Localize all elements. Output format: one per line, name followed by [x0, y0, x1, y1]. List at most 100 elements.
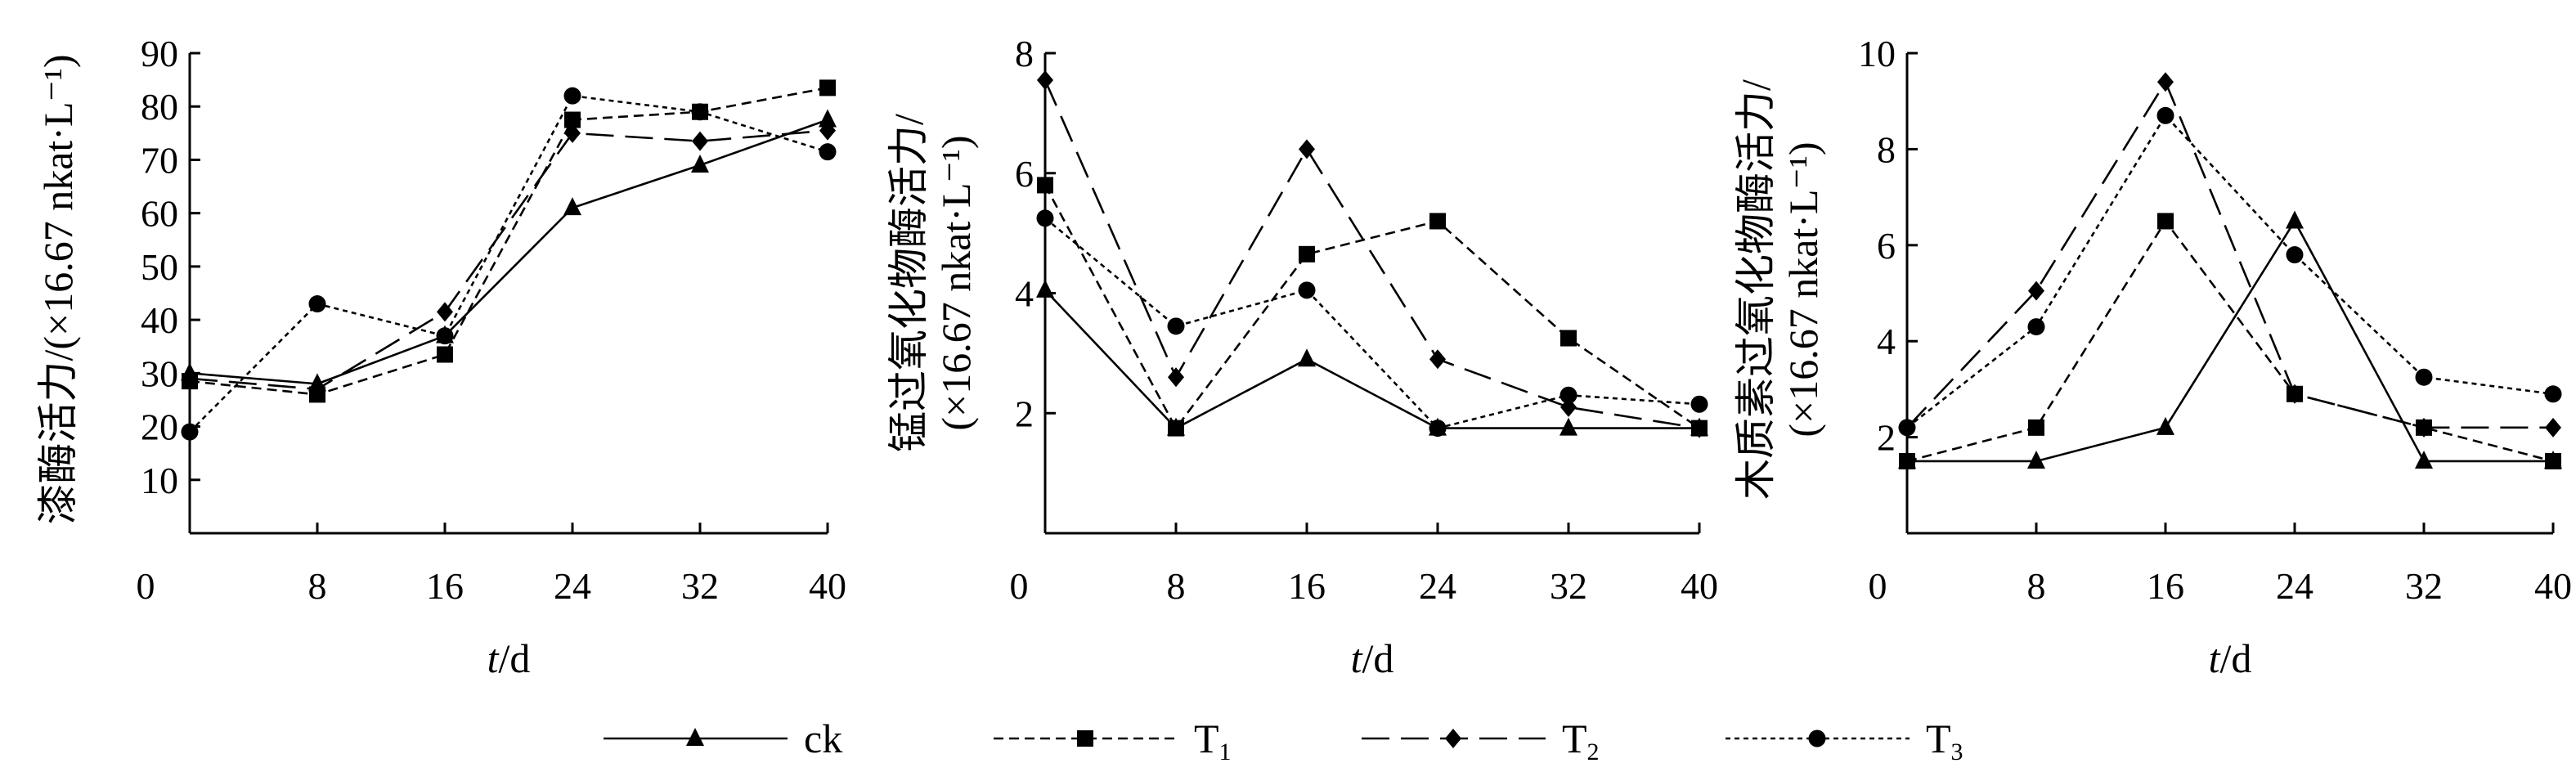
- data-point-T3: [436, 327, 454, 345]
- y-axis-label: (×16.67 nkat·L⁻¹): [933, 135, 979, 430]
- data-point-T3: [2027, 318, 2045, 336]
- data-point-T1: [2028, 419, 2044, 436]
- data-point-T2: [819, 120, 836, 141]
- legend-label-sub: 1: [1219, 738, 1232, 765]
- data-point-T2: [1429, 349, 1446, 370]
- legend-label-T1: T1: [1194, 716, 1232, 765]
- data-point-T1: [437, 346, 453, 363]
- data-point-T1: [1168, 420, 1184, 437]
- data-point-T3: [2415, 368, 2433, 386]
- data-point-T1: [564, 111, 581, 128]
- legend-marker-ck: [686, 728, 704, 746]
- series-T2: [1899, 72, 2561, 438]
- y-tick-label: 60: [141, 193, 178, 235]
- data-point-T3: [1036, 209, 1054, 227]
- y-tick-label: 8: [1015, 33, 1034, 74]
- y-tick-label: 80: [141, 86, 178, 128]
- data-point-T1: [1899, 452, 1915, 469]
- series-line-ck: [189, 119, 828, 385]
- data-point-T1: [1299, 245, 1315, 263]
- data-point-T2: [692, 131, 708, 151]
- legend-marker-T2: [1445, 729, 1461, 748]
- x-tick-label: 40: [2534, 565, 2572, 607]
- data-point-T3: [1298, 281, 1316, 299]
- x-tick-label: 24: [1419, 565, 1456, 607]
- data-point-T2: [437, 302, 453, 322]
- data-point-ck: [2415, 450, 2433, 469]
- y-tick-label: 10: [1858, 33, 1896, 74]
- y-axis-label: 锰过氧化物酶活力/: [886, 114, 931, 452]
- data-point-T2: [1691, 418, 1708, 438]
- data-point-T2: [2028, 281, 2044, 301]
- y-tick-label: 50: [141, 246, 178, 288]
- data-point-T2: [564, 123, 581, 143]
- legend-label-main: T: [1562, 716, 1587, 761]
- x-tick-label: 32: [1550, 565, 1587, 607]
- data-point-T1: [1560, 330, 1577, 347]
- x-axis-label-var: t: [2209, 635, 2221, 681]
- series-line-T2: [189, 129, 828, 391]
- series-line-T2: [1906, 79, 2553, 429]
- y-axis-label: 漆酶活力/(×16.67 nkat·L⁻¹): [35, 54, 81, 524]
- y-tick-label: 6: [1877, 225, 1896, 267]
- origin-label: 0: [1010, 565, 1029, 607]
- data-point-T3: [563, 87, 581, 105]
- data-point-T2: [1037, 70, 1053, 91]
- x-tick-label: 8: [308, 565, 327, 607]
- data-point-ck: [1298, 348, 1316, 367]
- legend-label-T3: T3: [1926, 716, 1963, 765]
- legend-item-ck: ck: [604, 716, 842, 761]
- data-point-T3: [2544, 385, 2562, 403]
- x-axis-label: t/d: [2209, 635, 2252, 681]
- series-T3: [1036, 209, 1708, 438]
- legend-marker-T1: [1077, 730, 1093, 747]
- data-point-ck: [2027, 450, 2045, 469]
- series-T3: [1898, 106, 2562, 437]
- data-point-T1: [1429, 213, 1446, 230]
- legend-label-ck: ck: [804, 716, 842, 761]
- data-point-T2: [1168, 367, 1184, 388]
- y-tick-label: 4: [1015, 273, 1034, 315]
- x-axis-label-unit: /d: [2220, 635, 2252, 681]
- legend-label-sub: 3: [1951, 738, 1963, 765]
- data-point-T1: [2545, 452, 2561, 469]
- y-axis-label: (×16.67 nkat·L⁻¹): [1780, 141, 1826, 437]
- series-line-T3: [1044, 217, 1700, 430]
- x-tick-label: 24: [554, 565, 591, 607]
- y-axis-label: 木质素过氧化物酶活力/: [1733, 79, 1779, 500]
- legend-item-T1: T1: [994, 716, 1232, 765]
- series-line-T1: [1906, 219, 2554, 463]
- y-tick-label: 40: [141, 299, 178, 341]
- data-point-T2: [2545, 417, 2561, 438]
- data-point-T2: [2416, 417, 2432, 438]
- data-point-ck: [2286, 210, 2304, 229]
- x-axis-label-var: t: [487, 635, 500, 681]
- chart-panel-1: 10 20 30 40 50 60 70 80 90 8 16 24 32 40 0 t/d 漆酶活力/(×16…: [35, 33, 846, 681]
- legend-item-T3: T3: [1726, 716, 1963, 765]
- series-line-T2: [1043, 79, 1700, 429]
- data-point-T3: [691, 103, 709, 121]
- data-point-T3: [1898, 419, 1916, 437]
- series-T2: [1037, 70, 1708, 438]
- data-point-T2: [182, 368, 198, 388]
- data-point-T3: [1690, 395, 1708, 413]
- x-tick-label: 40: [1681, 565, 1718, 607]
- data-point-ck: [563, 197, 581, 216]
- data-point-ck: [819, 109, 837, 128]
- data-point-T2: [2157, 72, 2174, 92]
- data-point-ck: [2156, 416, 2174, 435]
- data-point-ck: [691, 154, 709, 173]
- data-point-T3: [181, 423, 199, 441]
- data-point-ck: [1560, 417, 1577, 436]
- series-T3: [181, 87, 837, 441]
- x-axis-label-unit: /d: [1362, 635, 1394, 681]
- y-tick-label: 2: [1015, 393, 1034, 434]
- data-point-T1: [1037, 177, 1053, 194]
- data-point-T3: [2286, 246, 2304, 264]
- series-line-ck: [1907, 218, 2553, 463]
- series-line-ck: [1044, 289, 1699, 430]
- origin-label: 0: [137, 565, 155, 607]
